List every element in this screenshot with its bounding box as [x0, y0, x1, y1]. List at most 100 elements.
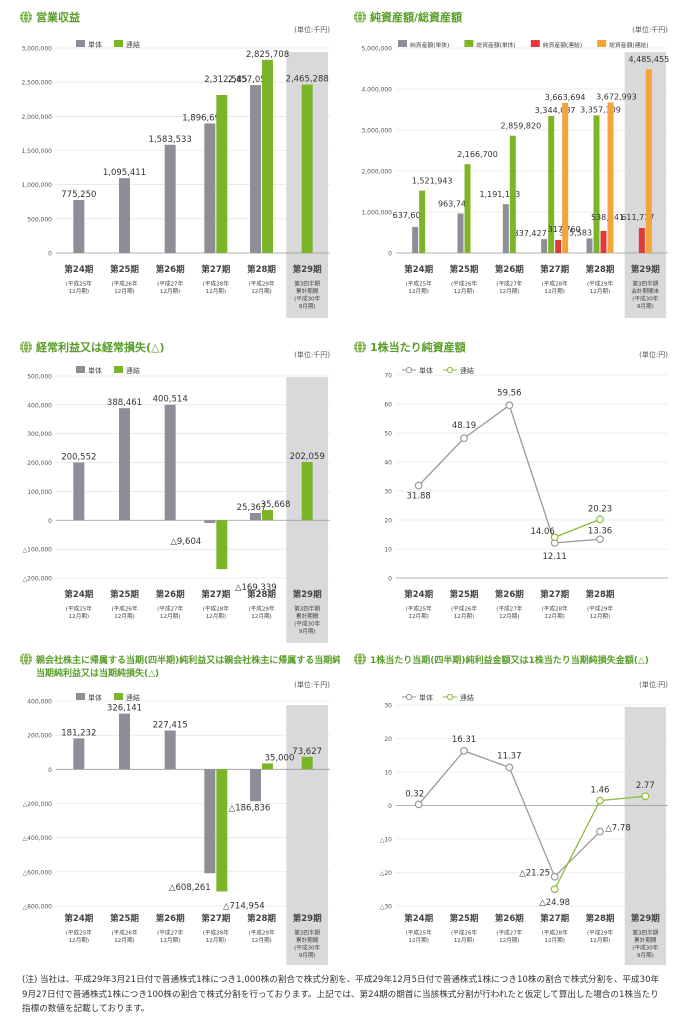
y-tick-label: 500,000 [27, 374, 52, 381]
data-label: 11.37 [497, 751, 521, 761]
data-label: 326,141 [107, 704, 142, 714]
legend-label: 総資産額(単体) [476, 41, 515, 49]
globe-icon [20, 652, 32, 666]
y-tick-label: 300,000 [27, 431, 52, 438]
category-label: 12月期) [499, 613, 520, 620]
category-label: 第27期 [540, 264, 569, 275]
data-point [550, 872, 559, 881]
y-tick-label: 40 [384, 460, 392, 467]
category-label: 第3四半期 [294, 280, 320, 288]
y-tick-label: 10 [384, 770, 392, 777]
bar [204, 520, 216, 524]
category-label: (平成26年 [451, 929, 477, 937]
category-label: (平成27年 [496, 280, 522, 288]
data-label: 2,825,708 [246, 50, 289, 60]
series-line [554, 831, 601, 878]
series-line [554, 538, 601, 544]
data-label: 1,191,163 [479, 190, 520, 199]
category-label: 12月期) [114, 288, 135, 295]
category-label: (平成29年 [248, 605, 274, 613]
data-label: 2,166,700 [457, 150, 498, 159]
category-label: 9月期) [637, 952, 654, 959]
category-label: (平成30年 [632, 944, 658, 952]
category-label: (平成26年 [111, 280, 137, 288]
series-line [418, 437, 465, 486]
category-label: 12月期) [160, 937, 181, 944]
data-label: 2,465,288 [286, 75, 329, 85]
bar [464, 164, 471, 253]
chart-eps: 1株当たり当期(四半期)純利益金額又は1株当たり当期純損失金額(△) (単位:円)… [354, 652, 668, 965]
data-label: △714,954 [223, 901, 265, 911]
bar [73, 738, 85, 770]
legend-swatch [114, 40, 123, 47]
series-line [463, 750, 510, 769]
chart-title: 経常利益又は経常損失(△) [36, 340, 165, 354]
category-label: (平成29年 [587, 605, 613, 613]
data-label: 1,583,533 [149, 135, 192, 145]
legend-label: 純資産額(単体) [410, 41, 449, 49]
data-point [596, 515, 604, 524]
category-label: (平成25年 [406, 280, 432, 288]
category-label: 累計期間 [296, 612, 319, 620]
data-label: 16.31 [452, 735, 476, 745]
data-label: 775,250 [61, 190, 96, 200]
bar [593, 115, 600, 253]
y-tick-label: 400,000 [27, 402, 52, 409]
category-label: (平成28年 [203, 280, 229, 288]
series-line [508, 767, 556, 877]
category-label: 第29期 [293, 589, 322, 600]
category-label: (平成27年 [496, 605, 522, 613]
bar [250, 512, 261, 521]
category-label: (平成27年 [157, 929, 183, 937]
data-point [550, 885, 559, 894]
category-label: 第27期 [540, 589, 569, 600]
category-label: 第27期 [201, 264, 230, 275]
y-tick-label: △800,000 [23, 904, 53, 911]
y-tick-label: △100,000 [23, 547, 53, 554]
y-tick-label: 50 [384, 431, 392, 438]
category-label: 第26期 [156, 589, 185, 600]
category-label: 第24期 [64, 589, 93, 600]
data-label: △186,836 [229, 803, 271, 813]
bar [119, 408, 130, 521]
y-tick-label: △400,000 [23, 835, 53, 842]
data-point [641, 792, 650, 801]
category-label: 第29期 [293, 264, 322, 275]
category-label: 第28期 [586, 264, 615, 275]
y-tick-label: 0 [388, 251, 392, 258]
category-label: 12月期) [206, 937, 227, 944]
legend-label: 単体 [88, 40, 102, 49]
data-label: 2,312,585 [204, 75, 247, 85]
legend-label: 連結 [126, 693, 140, 702]
data-label: 3,672,993 [596, 92, 637, 101]
data-label: 1,095,411 [103, 168, 146, 178]
legend-label: 単体 [88, 366, 102, 375]
data-label: 202,059 [290, 452, 325, 462]
data-point [596, 827, 604, 836]
y-tick-label: 200,000 [27, 733, 52, 740]
category-label: (平成29年 [587, 929, 613, 937]
data-point [460, 746, 468, 755]
bar [509, 135, 516, 253]
data-label: 0.32 [405, 789, 424, 799]
bar [250, 769, 261, 802]
category-label: (平成28年 [203, 605, 229, 613]
y-tick-label: 4,000,000 [361, 87, 392, 94]
globe-icon [354, 652, 366, 666]
category-label: 第25期 [110, 913, 139, 924]
data-label: 13.36 [588, 526, 612, 536]
category-label: 12月期) [544, 613, 565, 620]
category-label: 第27期 [201, 913, 230, 924]
category-label: 12月期) [114, 613, 135, 620]
category-label: 第25期 [450, 913, 479, 924]
globe-icon [20, 340, 32, 354]
category-label: 第28期 [586, 913, 615, 924]
category-label: 9月期) [299, 303, 316, 310]
legend-label: 連結 [126, 40, 140, 49]
category-label: (平成30年 [294, 295, 320, 303]
y-tick-label: 2,500,000 [21, 80, 52, 87]
bar [555, 239, 562, 253]
category-label: (平成29年 [248, 280, 274, 288]
bar [586, 238, 593, 253]
category-label: 累計期間 [296, 936, 319, 944]
